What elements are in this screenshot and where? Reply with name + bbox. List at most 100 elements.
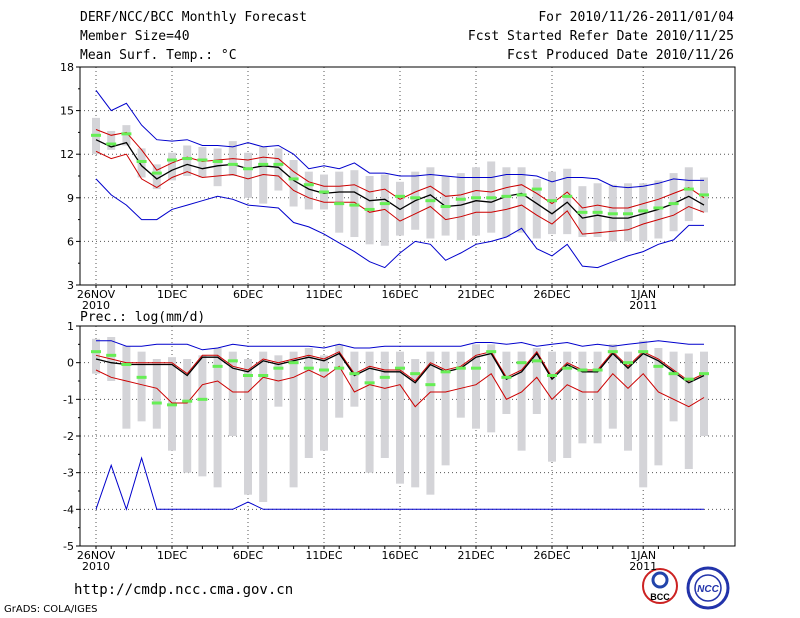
precip-panel-title: Prec.: log(mm/d) [80,310,206,325]
ensemble-marker [623,212,633,216]
forecast-produced: Fcst Produced Date 2010/11/26 [507,48,734,63]
x-tick-year: 2010 [82,560,110,573]
y-tick-label: 1 [67,320,74,333]
footer-url[interactable]: http://cmdp.ncc.cma.gov.cn [74,582,294,598]
spread-box [593,351,602,444]
ensemble-marker [440,370,451,374]
spread-box [152,359,161,429]
spread-box [532,348,541,414]
spread-box [213,348,222,488]
ensemble-marker [668,372,679,376]
chart-title: DERF/NCC/BCC Monthly Forecast [80,10,307,25]
spread-box [244,152,252,198]
ensemble-marker [182,399,193,403]
ensemble-marker [607,350,618,354]
spread-box [487,344,496,433]
ensemble-marker [303,366,314,370]
ensemble-marker [577,210,588,214]
y-tick-label: 18 [60,61,74,74]
ensemble-marker [319,368,329,372]
spread-box [198,146,207,178]
ensemble-marker [471,366,481,370]
spread-box [502,351,511,414]
spread-box [456,351,465,418]
spread-box [684,353,693,469]
ensemble-marker [531,187,542,191]
x-tick-label: 26NOV [77,288,116,301]
spread-box [183,145,192,176]
spread-box [563,351,572,458]
x-tick-label: 21DEC [457,549,494,562]
series-line-mean [95,352,705,384]
bcc-logo-text: BCC [650,592,670,602]
spread-box [213,148,222,187]
y-tick-label: -5 [63,540,74,553]
spread-box [426,167,435,239]
spread-box [654,348,663,466]
ensemble-marker [486,196,497,200]
ensemble-marker [455,366,466,370]
ensemble-marker [349,203,360,207]
ensemble-marker [243,374,253,377]
spread-box [441,351,450,466]
x-tick-label: 26NOV [77,549,116,562]
series-line-max [96,340,704,351]
y-tick-label: 0 [67,357,74,370]
ensemble-marker [212,364,223,368]
spread-box [608,344,617,429]
ensemble-marker [273,162,284,166]
ensemble-marker [106,142,117,146]
ensemble-marker [607,212,618,216]
ensemble-marker [638,350,649,354]
series-line-mean [95,139,705,219]
spread-box [183,359,192,473]
ensemble-marker [349,372,360,376]
y-tick-label: 3 [67,279,74,292]
x-tick-label: 11DEC [305,549,342,562]
spread-box [578,351,587,444]
spread-box [502,167,511,238]
ensemble-marker [683,187,694,191]
ensemble-marker [197,397,208,401]
ensemble-marker [486,350,497,354]
ensemble-marker [425,383,436,387]
ensemble-marker [562,366,573,370]
spread-box [259,351,268,502]
spread-box [289,351,298,488]
ensemble-marker [699,193,709,197]
spread-box [411,359,420,488]
spread-box [593,183,602,238]
x-tick-year: 2011 [629,299,657,312]
ensemble-marker [471,196,481,200]
ensemble-marker [227,162,238,166]
ensemble-marker [121,132,132,136]
spread-box [122,346,131,429]
ensemble-marker [440,205,451,209]
ensemble-marker [683,377,694,381]
series-line-p75 [95,350,705,382]
ensemble-marker [379,375,390,379]
series-line-p75 [95,129,705,209]
ensemble-marker [273,366,284,370]
spread-box [350,351,359,407]
spread-box [168,152,176,181]
spread-box [456,173,465,240]
ensemble-marker [151,401,162,405]
x-tick-label: 1JAN [630,288,656,301]
ensemble-marker [334,366,345,370]
ensemble-marker [501,375,512,379]
ensemble-marker [167,158,177,162]
series-line-max [95,90,704,189]
y-tick-label: 15 [60,105,74,118]
y-tick-label: 12 [60,148,74,161]
x-tick-label: 6DEC [233,288,263,301]
spread-box [198,355,207,477]
spread-box [639,340,648,488]
x-tick-label: 1DEC [157,288,187,301]
ensemble-marker [547,374,557,377]
forecast-period: For 2010/11/26-2011/01/04 [538,10,734,25]
spread-box [669,351,678,422]
spread-box [320,355,328,451]
ensemble-marker [364,207,375,211]
